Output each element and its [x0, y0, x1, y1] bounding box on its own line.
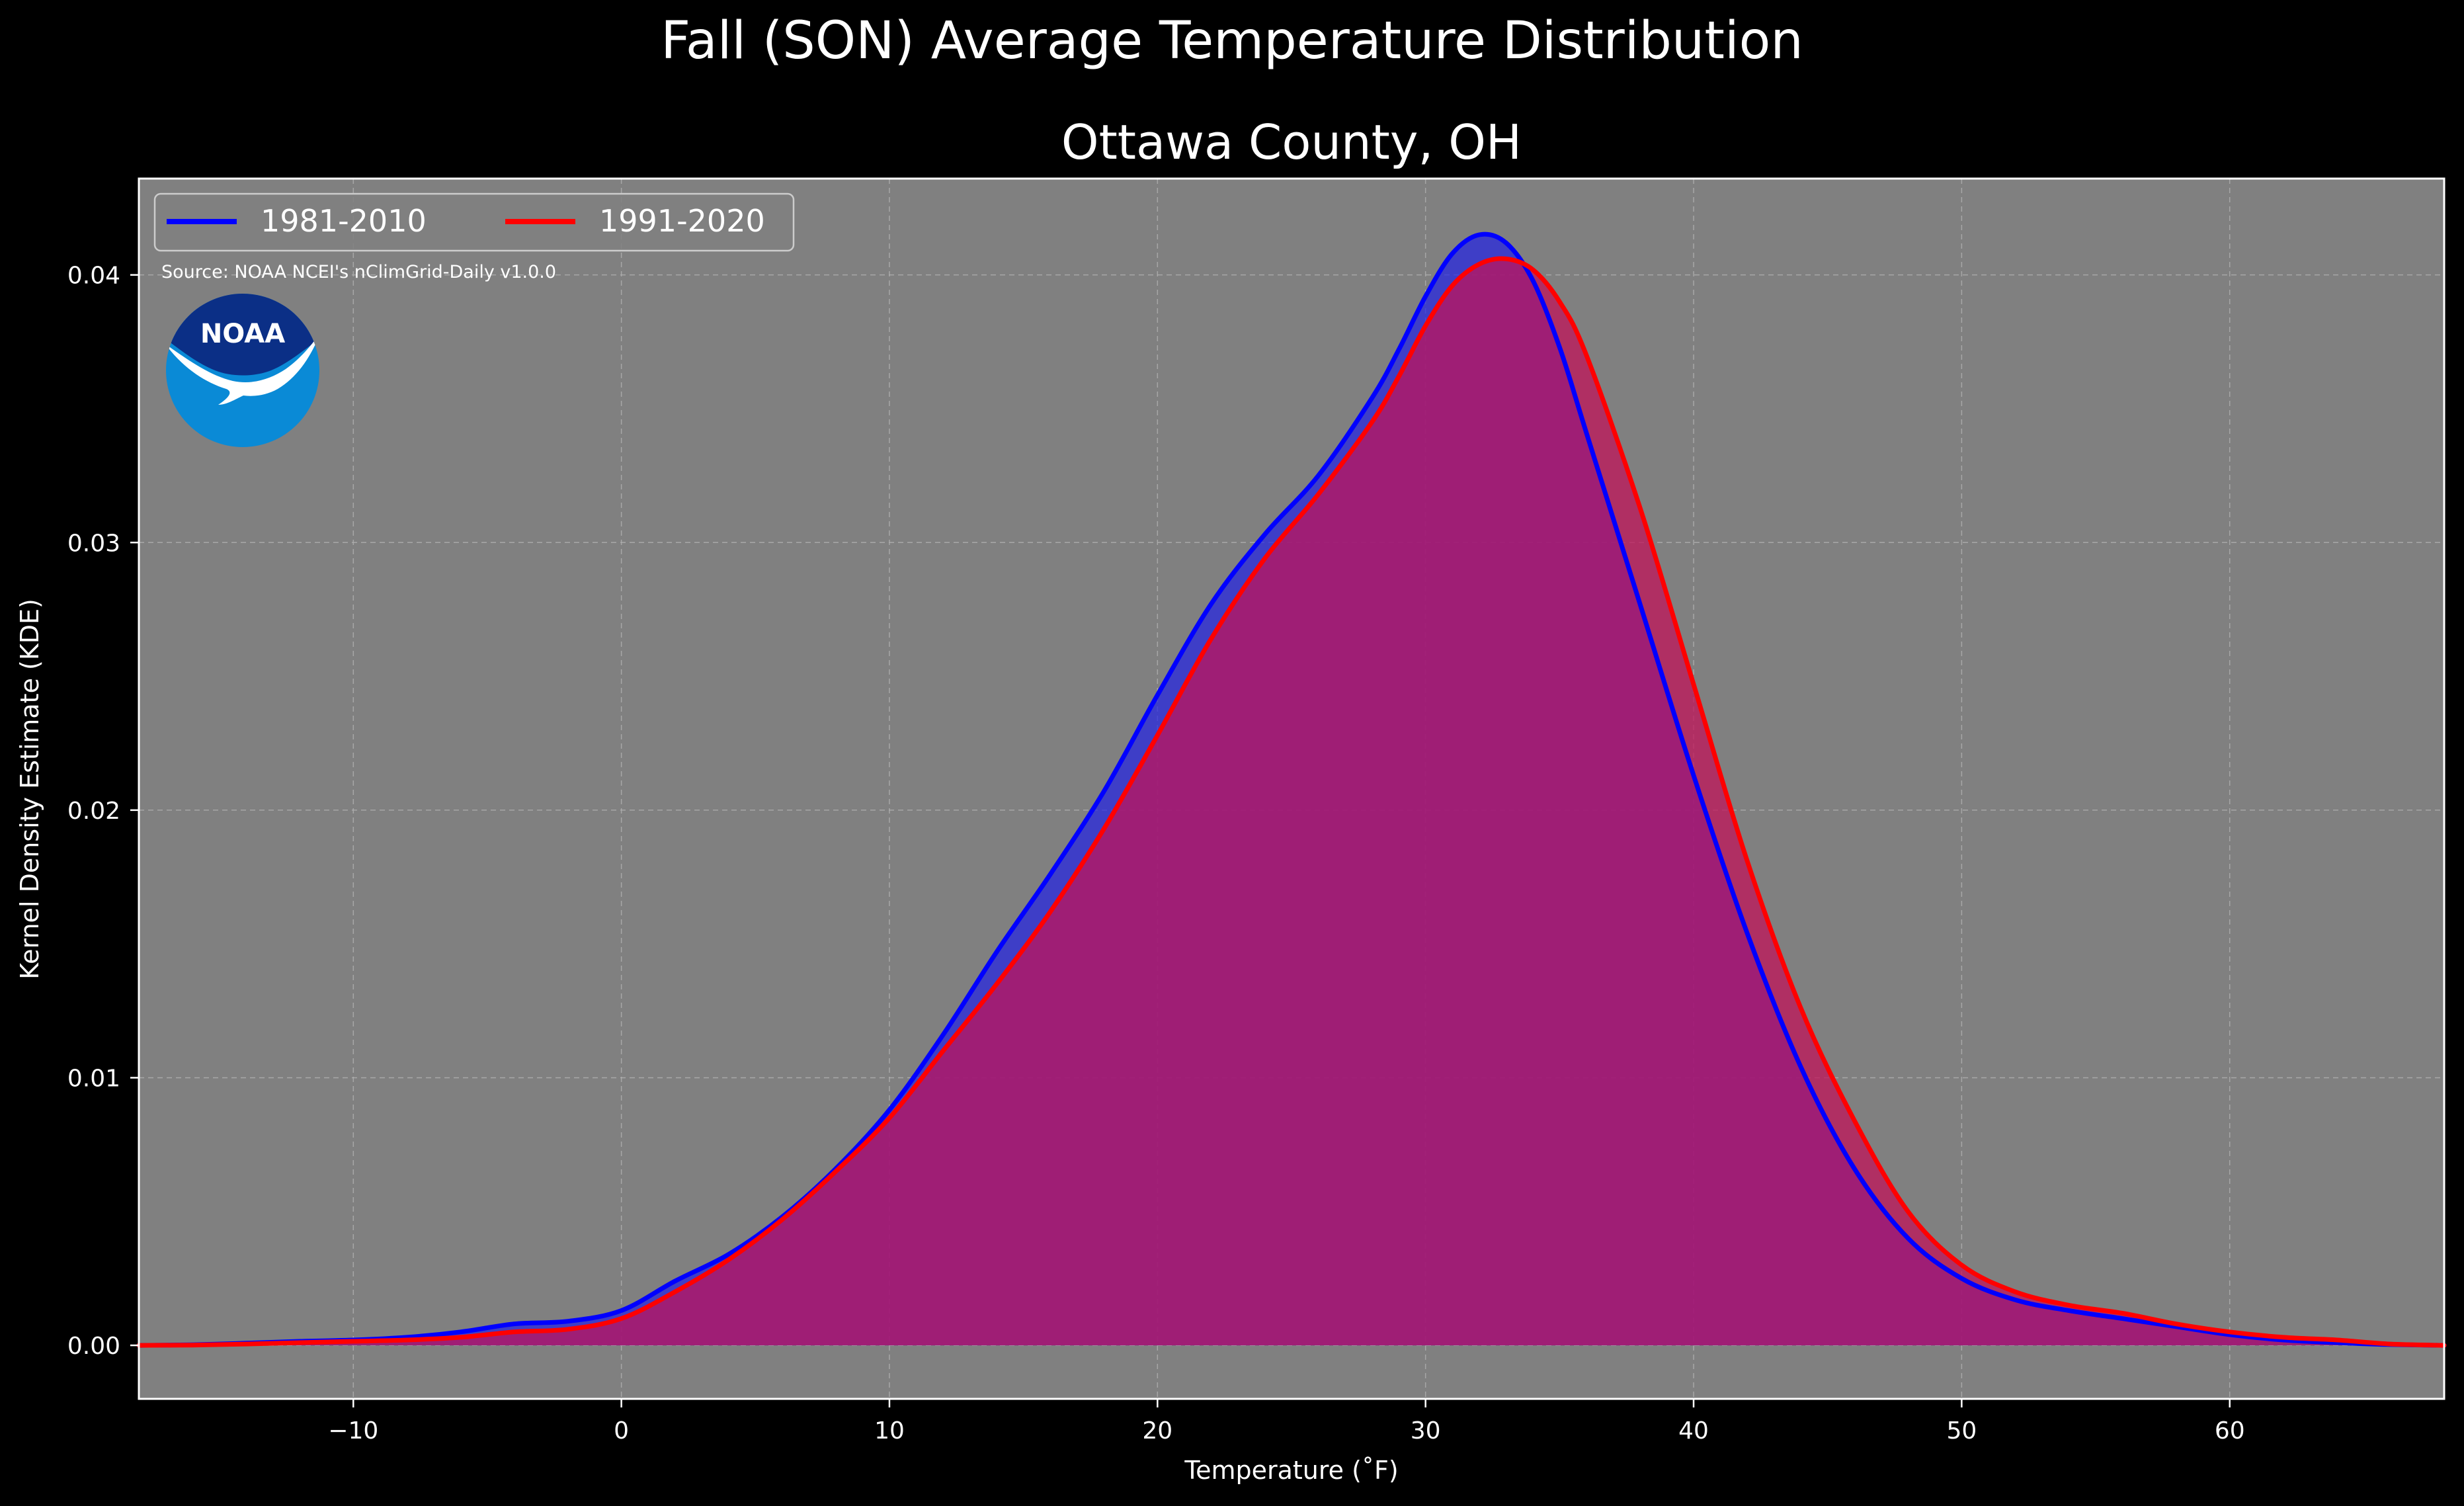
x-tick-label: 50: [1946, 1417, 1977, 1444]
x-tick-label: 0: [614, 1417, 629, 1444]
x-axis-label: Temperature (˚F): [1184, 1456, 1398, 1485]
y-tick-label: 0.02: [67, 798, 120, 825]
plot-area: [136, 177, 2447, 1400]
x-tick-label: 10: [874, 1417, 905, 1444]
x-tick-label: 20: [1142, 1417, 1172, 1444]
y-axis-label: Kernel Density Estimate (KDE): [15, 599, 44, 980]
chart-title: Ottawa County, OH: [1061, 114, 1522, 170]
x-tick-label: 30: [1411, 1417, 1441, 1444]
axes-frame: [138, 177, 2445, 1400]
noaa-logo-gull-icon: [166, 331, 319, 405]
x-tick-label: 60: [2215, 1417, 2245, 1444]
x-tick-label: 40: [1678, 1417, 1709, 1444]
legend-box: [153, 192, 795, 252]
series-line-1991-2020: [136, 256, 2447, 1348]
source-note: Source: NOAA NCEI's nClimGrid-Daily v1.0…: [161, 262, 556, 282]
tick-layer: −10 0 10 20 30 40 50 60 0.00 0.01 0.02 0.03 0.04: [67, 263, 2245, 1444]
figure-suptitle: Fall (SON) Average Temperature Distribut…: [661, 11, 1803, 71]
y-tick-label: 0.03: [67, 530, 120, 557]
line-layer: [136, 231, 2447, 1348]
legend-label-1981-2010: 1981-2010: [261, 203, 427, 239]
y-tick-label: 0.00: [67, 1333, 120, 1360]
legend: 1981-2010 1991-2020: [153, 192, 795, 252]
x-tick-label: −10: [328, 1417, 378, 1444]
y-tick-label: 0.04: [67, 263, 120, 290]
fill-layer: [139, 234, 2444, 1346]
series-line-1981-2010: [136, 231, 2447, 1348]
noaa-logo-text: NOAA: [200, 319, 285, 349]
area-fill-1991-2020: [139, 259, 2444, 1346]
y-tick-label: 0.01: [67, 1065, 120, 1092]
legend-label-1991-2020: 1991-2020: [599, 203, 765, 239]
